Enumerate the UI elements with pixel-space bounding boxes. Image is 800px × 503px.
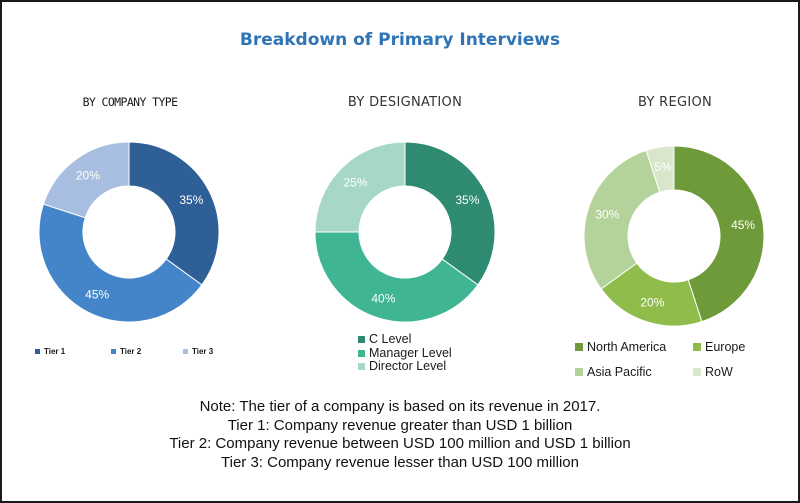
slice-label-manager-level: 40% bbox=[371, 292, 395, 306]
slice-label-europe: 20% bbox=[640, 296, 664, 310]
legend-swatch-tier-1 bbox=[35, 349, 40, 354]
legend-label-asia-pacific: Asia Pacific bbox=[587, 365, 652, 379]
legend-swatch-manager-level bbox=[358, 349, 365, 357]
legend-swatch-tier-2 bbox=[111, 349, 116, 354]
slice-label-tier-1: 35% bbox=[179, 193, 203, 207]
slice-label-tier-3: 20% bbox=[76, 168, 100, 182]
legend-label-tier-3: Tier 3 bbox=[192, 347, 214, 356]
legend-swatch-tier-3 bbox=[183, 349, 188, 354]
slice-director-level bbox=[314, 141, 406, 233]
legend-label-director-level: Director Level bbox=[369, 359, 447, 373]
legend-item-europe: Europe bbox=[693, 340, 745, 354]
legend-swatch-row bbox=[693, 368, 701, 376]
company-type-chart-title: BY COMPANY TYPE bbox=[82, 95, 178, 109]
legend-item-tier-1: Tier 1 bbox=[35, 347, 65, 356]
legend-item-north-america: North America bbox=[575, 340, 666, 354]
designation-donut: 35% 40% 25% bbox=[314, 141, 496, 323]
designation-chart-title: BY DESIGNATION bbox=[347, 95, 463, 110]
legend-swatch-europe bbox=[693, 343, 701, 351]
slice-tier-3 bbox=[42, 141, 130, 219]
legend-label-tier-2: Tier 2 bbox=[120, 347, 142, 356]
slice-manager-level bbox=[314, 231, 479, 323]
note-line: Tier 3: Company revenue lesser than USD … bbox=[221, 453, 579, 471]
legend-label-row: RoW bbox=[705, 365, 733, 379]
slice-north-america bbox=[673, 145, 765, 323]
legend-swatch-north-america bbox=[575, 343, 583, 351]
slice-label-director-level: 25% bbox=[343, 176, 367, 190]
legend-item-asia-pacific: Asia Pacific bbox=[575, 365, 652, 379]
slice-row bbox=[645, 145, 675, 193]
slice-tier-1 bbox=[128, 141, 220, 286]
legend-item-tier-3: Tier 3 bbox=[183, 347, 213, 356]
legend-swatch-asia-pacific bbox=[575, 368, 583, 376]
legend-swatch-director-level bbox=[358, 363, 365, 371]
note-line: Note: The tier of a company is based on … bbox=[199, 398, 601, 415]
note-line: Tier 2: Company revenue between USD 100 … bbox=[169, 435, 631, 453]
figure-title: Breakdown of Primary Interviews bbox=[239, 30, 561, 50]
slice-tier-2 bbox=[38, 203, 203, 323]
legend-label-manager-level: Manager Level bbox=[369, 345, 452, 360]
slice-c-level bbox=[404, 141, 496, 286]
legend-item-tier-2: Tier 2 bbox=[111, 347, 141, 356]
legend-label-north-america: North America bbox=[587, 340, 667, 354]
slice-asia-pacific bbox=[583, 149, 661, 290]
legend-item-row: RoW bbox=[693, 365, 733, 379]
slice-label-north-america: 45% bbox=[731, 218, 755, 232]
legend-label-europe: Europe bbox=[705, 340, 746, 354]
slice-label-asia-pacific: 30% bbox=[595, 207, 619, 221]
slice-label-tier-2: 45% bbox=[85, 287, 109, 301]
region-donut: 45% 20% 30% 5% bbox=[583, 145, 765, 327]
legend-swatch-c-level bbox=[358, 336, 365, 344]
designation-legend: C Level Manager Level Director Level bbox=[358, 332, 452, 374]
legend-item-director-level: Director Level bbox=[358, 359, 452, 374]
legend-item-c-level: C Level bbox=[358, 332, 452, 347]
slice-label-c-level: 35% bbox=[455, 193, 479, 207]
legend-label-tier-1: Tier 1 bbox=[44, 347, 66, 356]
notes-block: Note: The tier of a company is based on … bbox=[2, 398, 798, 472]
slice-label-row: 5% bbox=[654, 160, 672, 174]
note-line: Tier 1: Company revenue greater than USD… bbox=[227, 416, 573, 434]
region-chart-title: BY REGION bbox=[637, 95, 713, 110]
company-type-donut: 35% 45% 20% bbox=[38, 141, 220, 323]
legend-label-c-level: C Level bbox=[369, 332, 412, 346]
legend-item-manager-level: Manager Level bbox=[358, 345, 452, 361]
